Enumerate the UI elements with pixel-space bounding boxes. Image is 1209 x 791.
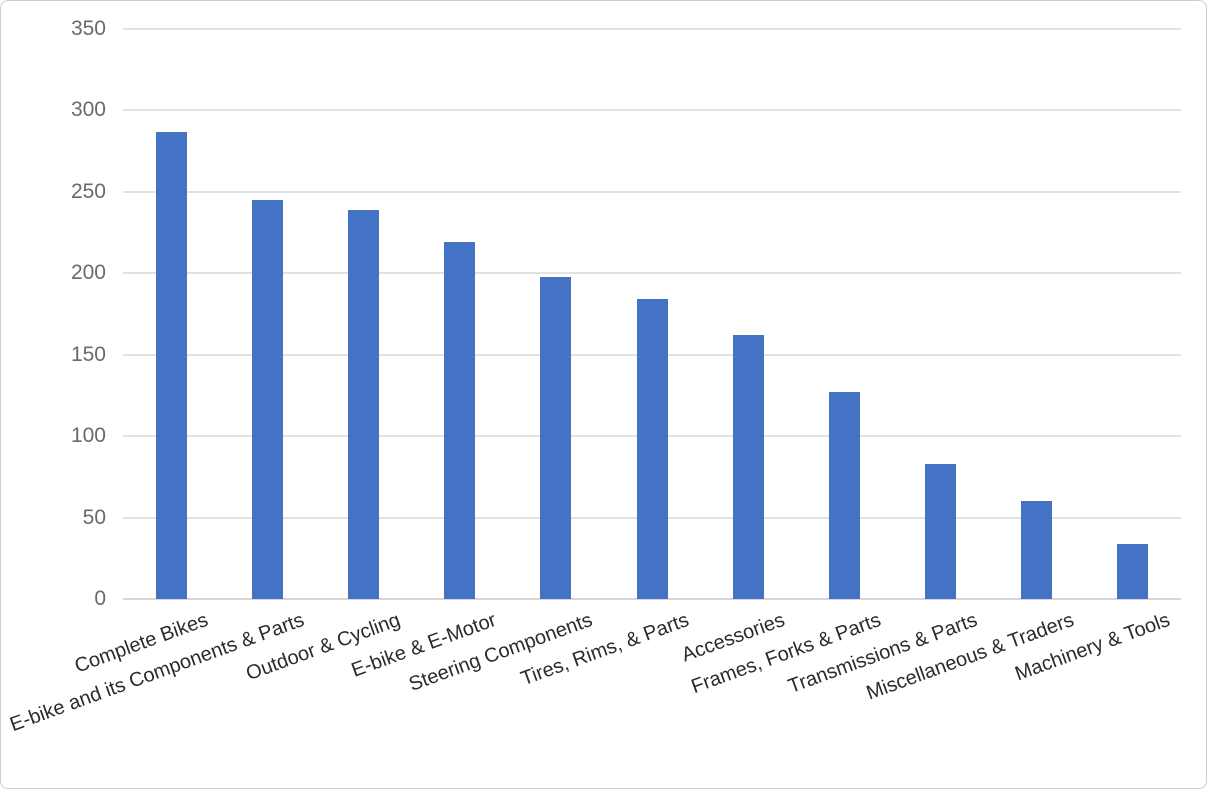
y-gridline (123, 272, 1181, 275)
bar-5 (540, 276, 572, 599)
x-category-label: Tires, Rims, & Parts (517, 608, 692, 691)
y-tick-label: 0 (94, 587, 106, 610)
bar-4 (444, 242, 476, 599)
bar-7 (732, 335, 764, 599)
bar-9 (925, 463, 957, 599)
y-gridline (123, 190, 1181, 193)
y-tick-label: 150 (70, 342, 106, 366)
x-axis-line (123, 598, 1181, 600)
bar-1 (155, 131, 187, 599)
y-tick-label: 100 (70, 424, 106, 448)
y-tick-label: 200 (70, 261, 106, 285)
bar-10 (1021, 501, 1053, 599)
bar-11 (1117, 543, 1149, 599)
bar-3 (347, 209, 379, 599)
bar-8 (828, 392, 860, 599)
bar-2 (251, 200, 283, 599)
y-gridline (123, 109, 1181, 112)
y-tick-label: 300 (70, 98, 106, 122)
y-tick-label: 350 (70, 17, 106, 40)
y-tick-label: 50 (82, 505, 106, 529)
y-gridline (123, 28, 1181, 30)
y-tick-label: 250 (70, 179, 106, 203)
bar-6 (636, 299, 668, 599)
